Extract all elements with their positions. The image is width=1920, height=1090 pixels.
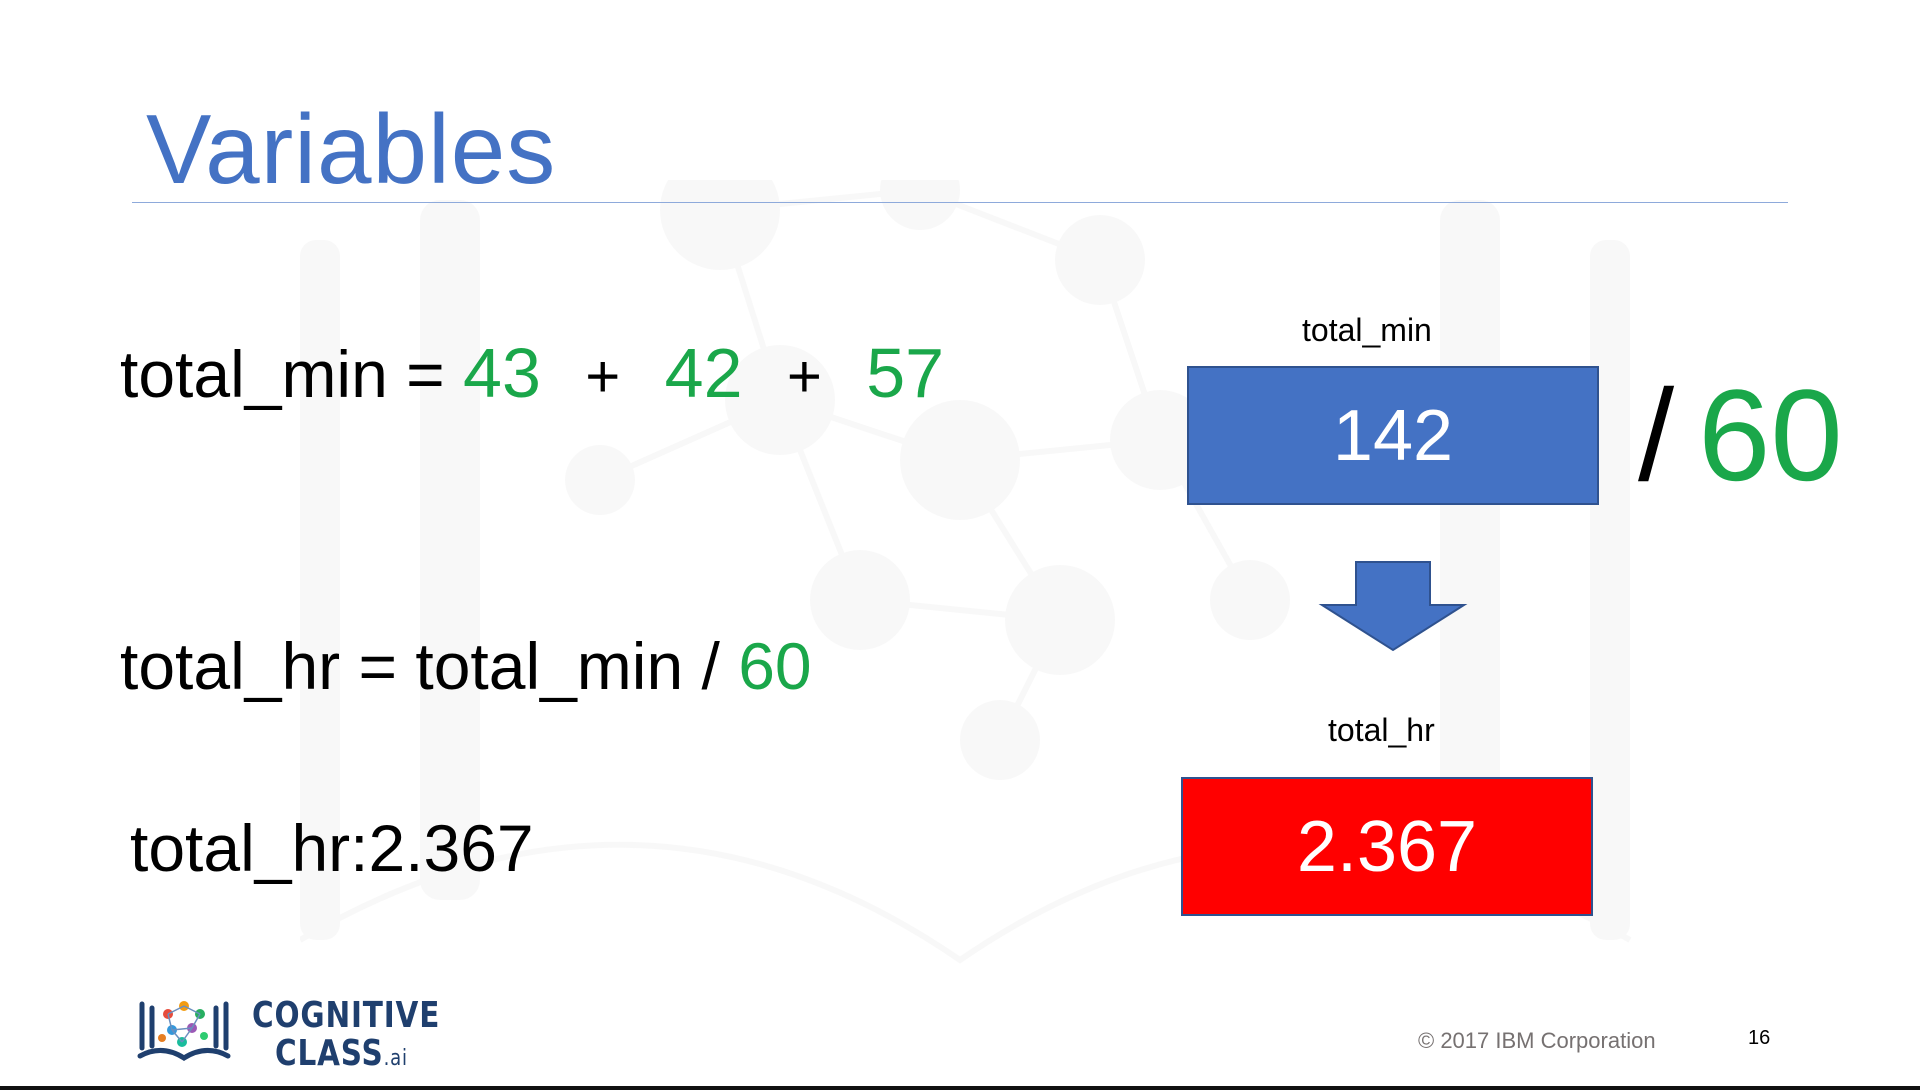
down-arrow-icon [1318,561,1468,652]
sum-equation-lhs: total_min = [120,337,445,411]
bottom-border [0,1086,1920,1090]
logo-ai-suffix: .ai [383,1046,408,1071]
divide-equation: total_hr = total_min / 60 [120,633,812,699]
divide-by-sixty: /60 [1638,370,1843,500]
logo-line-class: CLASS.ai [275,1036,440,1072]
sum-equation: total_min = 43 + 42 + 57 [120,338,944,408]
divide-equation-divisor: 60 [738,629,812,703]
page-number: 16 [1748,1027,1771,1049]
result-line: total_hr:2.367 [130,811,534,885]
plus-operator-2: + [786,343,822,410]
total-hr-label: total_hr [1328,712,1435,748]
total-hr-value: 2.367 [1296,806,1478,887]
sum-term-2: 42 [664,334,743,412]
copyright-text: © 2017 IBM Corporation [1418,1028,1656,1053]
total-min-label: total_min [1302,312,1432,348]
total-min-value: 142 [1332,395,1454,476]
plus-operator-1: + [585,343,621,410]
title-divider [132,202,1788,203]
divide-value: 60 [1698,362,1843,508]
sum-term-1: 43 [463,334,541,412]
cognitive-class-wordmark: COGNITIVE CLASS.ai [252,998,440,1072]
logo-class-text: CLASS [274,1033,384,1074]
cognitive-class-logo-icon [137,1001,231,1061]
divide-equation-lhs: total_hr = total_min / [120,629,720,703]
total-min-box: 142 [1187,366,1599,505]
logo-line-cognitive: COGNITIVE [252,995,441,1036]
sum-term-3: 57 [866,334,945,412]
total-hr-box: 2.367 [1181,777,1593,916]
slide-title: Variables [146,94,557,204]
divide-symbol: / [1638,362,1675,508]
